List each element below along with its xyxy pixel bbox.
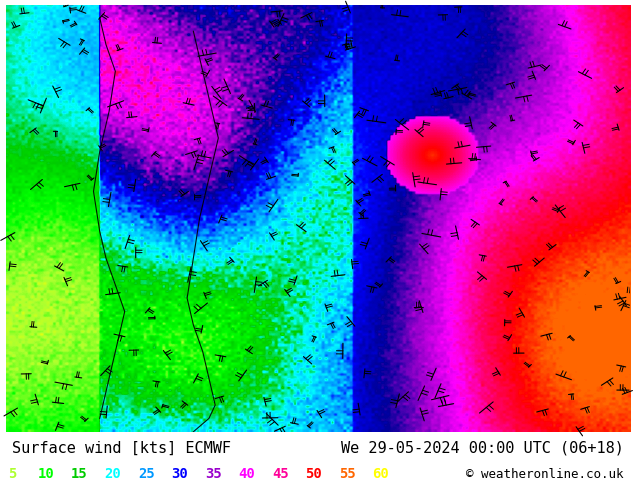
Text: 25: 25	[138, 467, 155, 481]
Text: 35: 35	[205, 467, 222, 481]
Text: 5: 5	[8, 467, 16, 481]
Text: 10: 10	[37, 467, 55, 481]
Text: 55: 55	[339, 467, 356, 481]
Text: 60: 60	[372, 467, 389, 481]
Text: © weatheronline.co.uk: © weatheronline.co.uk	[467, 468, 624, 481]
Text: Surface wind [kts] ECMWF: Surface wind [kts] ECMWF	[13, 441, 231, 456]
Text: 15: 15	[71, 467, 87, 481]
Text: We 29-05-2024 00:00 UTC (06+18): We 29-05-2024 00:00 UTC (06+18)	[341, 441, 624, 456]
Text: 20: 20	[105, 467, 121, 481]
Text: 30: 30	[171, 467, 188, 481]
Text: 40: 40	[238, 467, 255, 481]
Text: 45: 45	[272, 467, 288, 481]
Text: 50: 50	[305, 467, 322, 481]
